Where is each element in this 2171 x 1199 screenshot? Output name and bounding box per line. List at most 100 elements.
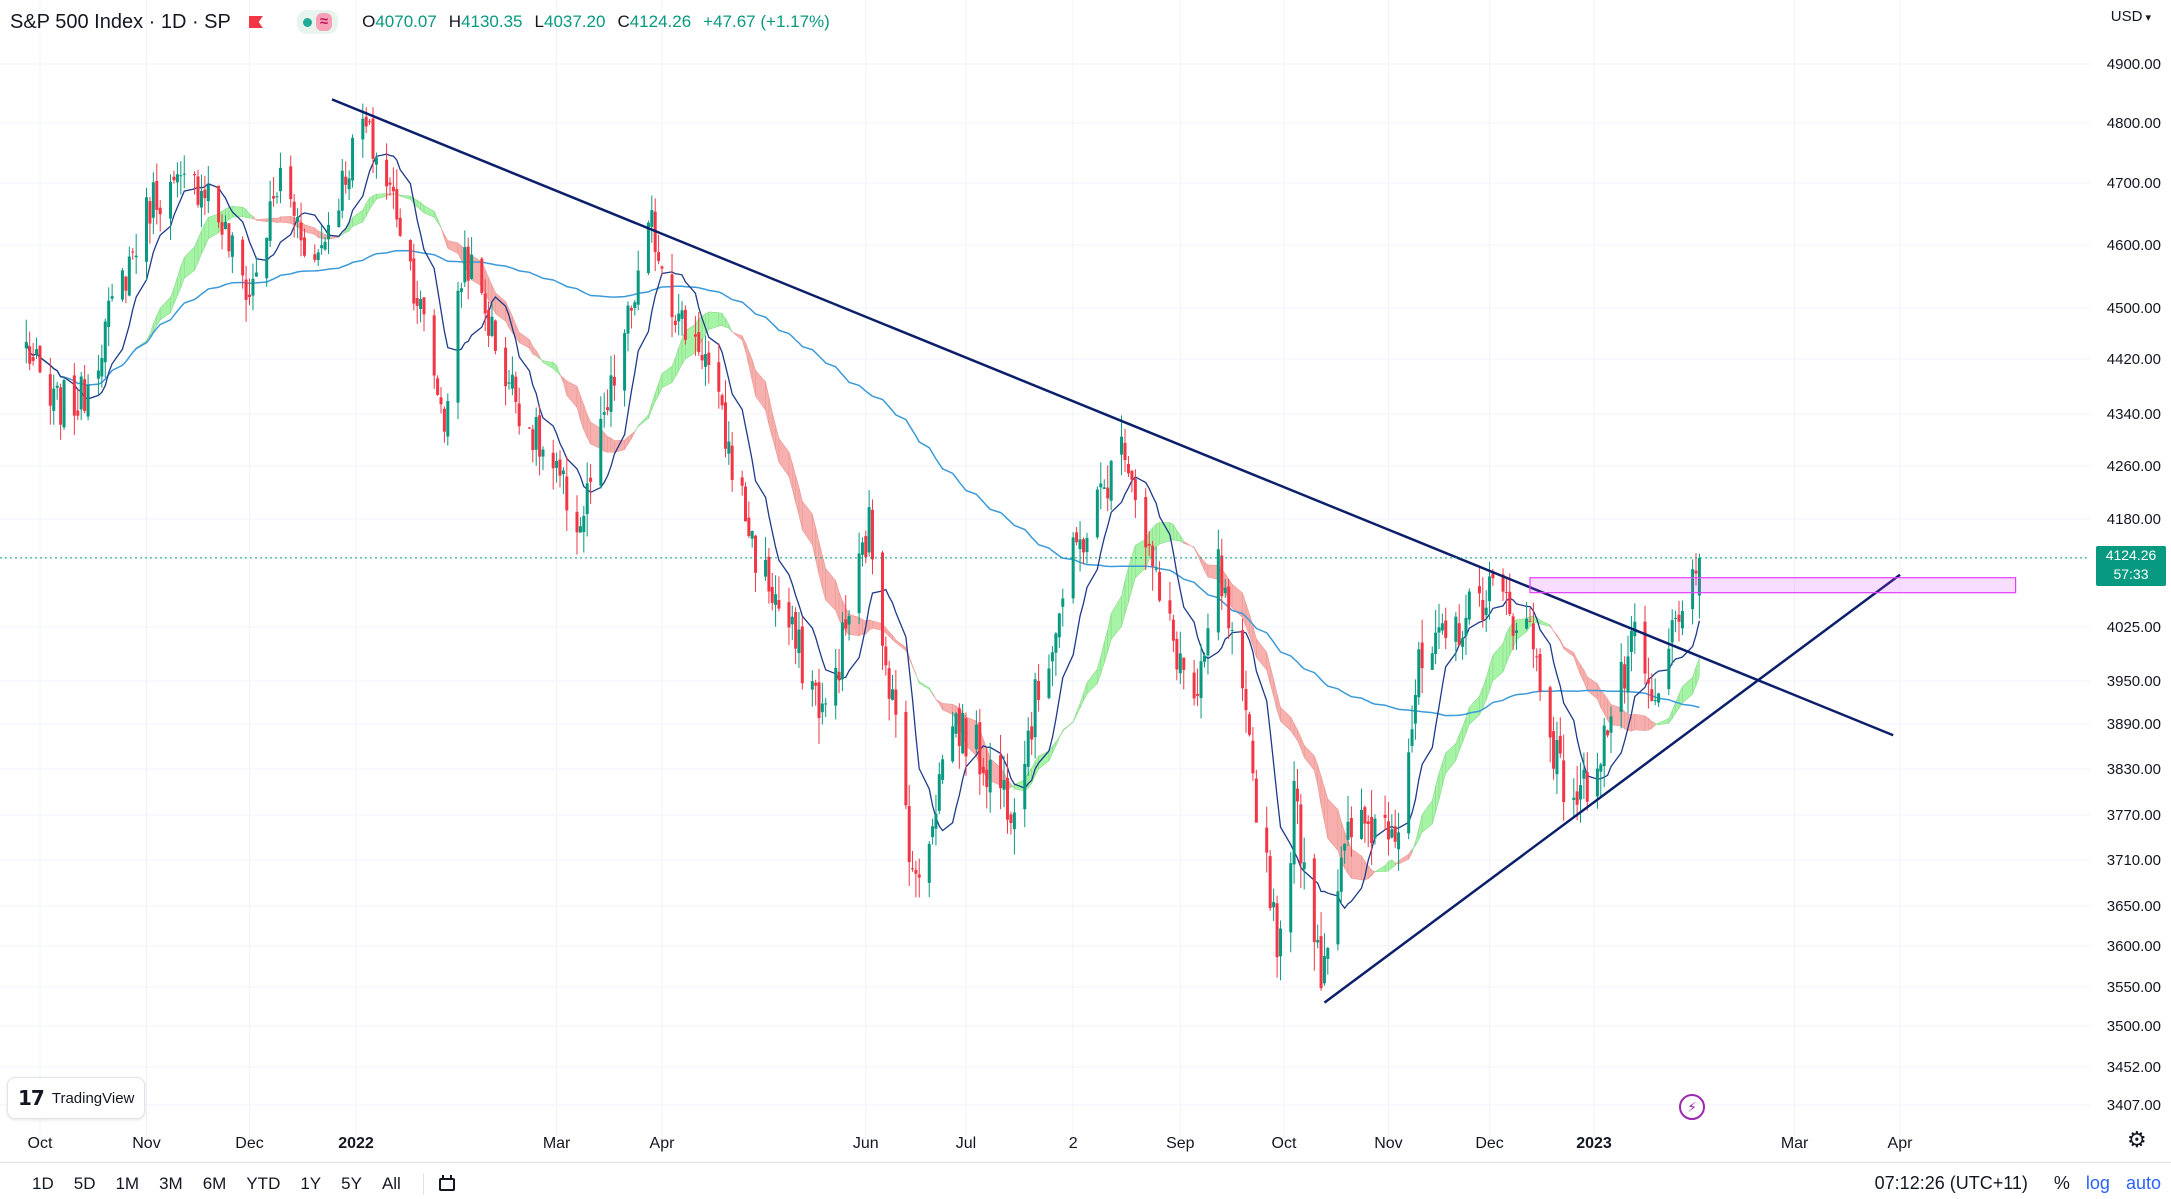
range-6m-button[interactable]: 6M: [193, 1173, 237, 1195]
candle-body: [1144, 497, 1147, 547]
ribbon-segment: [1584, 670, 1587, 690]
tradingview-logo-text: TradingView: [52, 1090, 135, 1107]
clock[interactable]: 07:12:26 (UTC+11): [1875, 1173, 2028, 1194]
ribbon-segment: [752, 360, 755, 397]
candle-body: [313, 254, 316, 260]
resistance-zone: [1530, 578, 2016, 593]
candle-body: [731, 446, 734, 480]
candle-body: [1096, 489, 1099, 537]
candle-body: [1444, 620, 1447, 637]
ohlc-values: O4070.07 H4130.35 L4037.20 C4124.26 +47.…: [362, 12, 830, 32]
y-tick-label: 3452.00: [2107, 1059, 2161, 1076]
ribbon-segment: [1073, 712, 1076, 722]
range-all-button[interactable]: All: [372, 1173, 411, 1195]
candle-body: [172, 177, 175, 180]
candle-body: [1644, 622, 1647, 674]
candle-body: [344, 177, 347, 185]
ribbon-segment: [1587, 677, 1597, 699]
ribbon-segment: [1156, 523, 1159, 547]
candle-body: [508, 382, 511, 383]
ribbon-segment: [652, 393, 655, 410]
candle-body: [801, 626, 804, 683]
ribbon-segment: [543, 361, 553, 369]
range-ytd-button[interactable]: YTD: [236, 1173, 290, 1195]
candle-body: [555, 461, 558, 468]
candle-body: [1508, 592, 1511, 614]
candle-body: [1623, 664, 1626, 688]
candle-body: [100, 358, 103, 376]
ribbon-segment: [277, 217, 280, 223]
candle-body: [1397, 832, 1400, 849]
candle-body: [412, 258, 415, 303]
bar-countdown: 57:33: [2096, 565, 2166, 584]
ribbon-segment: [208, 214, 218, 239]
ribbon-segment: [1205, 562, 1208, 577]
candle-body: [59, 387, 62, 424]
candle-body: [1175, 639, 1178, 670]
candle-body: [982, 767, 985, 773]
candle-body: [1485, 608, 1488, 615]
x-tick-label: 2023: [1576, 1135, 1612, 1152]
log-scale-toggle[interactable]: log: [2086, 1173, 2110, 1194]
range-1y-button[interactable]: 1Y: [290, 1173, 331, 1195]
symbol-title[interactable]: S&P 500 Index · 1D · SP: [10, 11, 231, 34]
gear-icon[interactable]: ⚙: [2127, 1130, 2147, 1150]
ribbon-segment: [1097, 656, 1100, 683]
status-wave-icon: ≈: [316, 13, 332, 31]
ribbon-segment: [1415, 829, 1418, 846]
ribbon-segment: [1564, 646, 1574, 656]
range-5d-button[interactable]: 5D: [64, 1173, 106, 1195]
y-tick-label: 4260.00: [2107, 458, 2161, 475]
candle-body: [1363, 807, 1366, 823]
ribbon-segment: [742, 336, 745, 351]
candle-body: [73, 375, 76, 415]
candle-body: [1431, 653, 1434, 670]
candle-body: [674, 321, 677, 325]
range-3m-button[interactable]: 3M: [149, 1173, 193, 1195]
ribbon-segment: [567, 381, 577, 407]
lightning-icon[interactable]: ⚡: [1679, 1094, 1705, 1120]
ribbon-segment: [1104, 629, 1107, 662]
range-1m-button[interactable]: 1M: [105, 1173, 149, 1195]
candle-body: [535, 417, 538, 450]
tradingview-logo[interactable]: 17 TradingView: [7, 1077, 145, 1119]
range-5y-button[interactable]: 5Y: [331, 1173, 372, 1195]
ribbon-segment: [1486, 666, 1489, 700]
candle-body: [52, 389, 55, 411]
auto-scale-toggle[interactable]: auto: [2126, 1173, 2161, 1194]
x-tick-label: Mar: [1781, 1135, 1809, 1152]
ribbon-segment: [1052, 742, 1055, 754]
calendar-icon[interactable]: [438, 1175, 458, 1193]
candle-body: [677, 314, 680, 322]
candle-body: [76, 411, 79, 416]
currency-selector[interactable]: USD: [2111, 8, 2151, 25]
candle-body: [1535, 656, 1538, 657]
ribbon-segment: [1456, 735, 1459, 761]
candle-body: [1528, 621, 1531, 622]
candle-body: [1532, 624, 1535, 650]
ribbon-segment: [675, 348, 678, 377]
y-tick-label: 3890.00: [2107, 716, 2161, 733]
ribbon-segment: [363, 203, 366, 222]
candle-body: [193, 174, 196, 175]
candle-body: [337, 211, 340, 227]
date-range-buttons: 1D 5D 1M 3M 6M YTD 1Y 5Y All: [22, 1173, 458, 1195]
candle-body: [514, 377, 517, 402]
candle-body: [1491, 573, 1494, 578]
ribbon-segment: [1087, 669, 1097, 694]
candle-body: [1006, 778, 1009, 820]
range-1d-button[interactable]: 1D: [22, 1173, 64, 1195]
ribbon-segment: [536, 351, 539, 359]
flag-icon[interactable]: [249, 14, 265, 30]
percent-scale-toggle[interactable]: %: [2054, 1173, 2070, 1194]
candle-body: [884, 646, 887, 665]
market-status[interactable]: ≈: [297, 10, 338, 34]
candle-body: [1085, 538, 1088, 552]
candle-body: [25, 342, 28, 348]
y-tick-label: 3600.00: [2107, 938, 2161, 955]
candle-body: [586, 483, 589, 514]
candle-body: [868, 507, 871, 552]
candle-body: [135, 256, 138, 258]
ribbon-segment: [1372, 870, 1375, 876]
